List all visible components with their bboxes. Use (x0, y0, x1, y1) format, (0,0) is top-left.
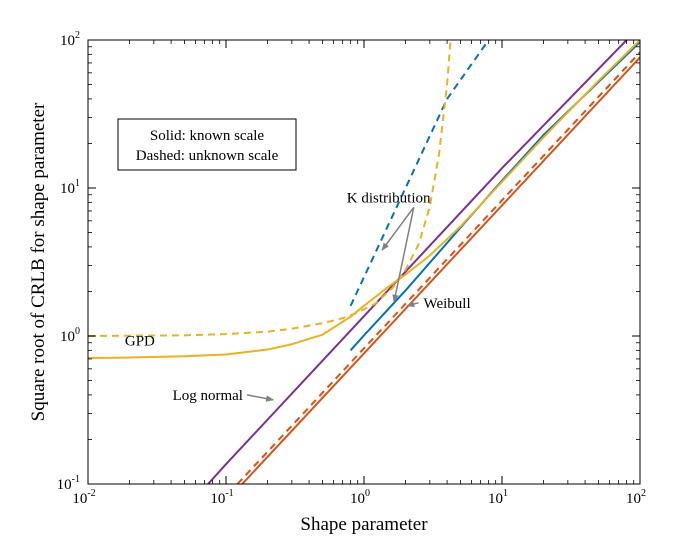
annotation-label-3: Log normal (173, 388, 243, 404)
x-axis-label: Shape parameter (300, 514, 428, 535)
series-line-0 (207, 40, 628, 484)
x-tick-label: 10-2 (72, 488, 95, 507)
legend-text-0: Solid: known scale (150, 128, 264, 144)
series-line-2 (349, 40, 490, 307)
series-line-6 (88, 40, 452, 337)
x-tick-label: 10-1 (210, 488, 233, 507)
x-tick-label: 102 (626, 488, 646, 507)
y-axis-label: Square root of CRLB for shape parameter (28, 102, 49, 421)
annotation-arrow-0-0 (381, 206, 415, 251)
annotation-layer: K distribution Weibull GPD Log normal (125, 190, 471, 404)
y-tick-label: 102 (60, 30, 80, 49)
series-layer (88, 40, 640, 484)
x-tick-label: 101 (488, 488, 508, 507)
annotation-label-1: Weibull (424, 296, 471, 312)
annotation-arrow-3-0 (246, 394, 275, 402)
series-line-5 (88, 40, 640, 360)
annotation-label-0: K distribution (347, 190, 431, 206)
annotation-arrow-0-1 (392, 207, 415, 303)
legend-text-1: Dashed: unknown scale (136, 148, 279, 164)
annotation-label-2: GPD (125, 334, 155, 350)
y-tick-label: 10-1 (57, 474, 80, 493)
y-tick-label: 100 (60, 326, 80, 345)
legend-layer: Solid: known scale Dashed: unknown scale (117, 118, 297, 171)
annotation-arrow-1-0 (406, 300, 419, 308)
x-tick-label: 100 (350, 488, 370, 507)
legend-box (117, 118, 297, 171)
series-line-3 (241, 56, 640, 484)
y-tick-label: 101 (60, 178, 80, 197)
